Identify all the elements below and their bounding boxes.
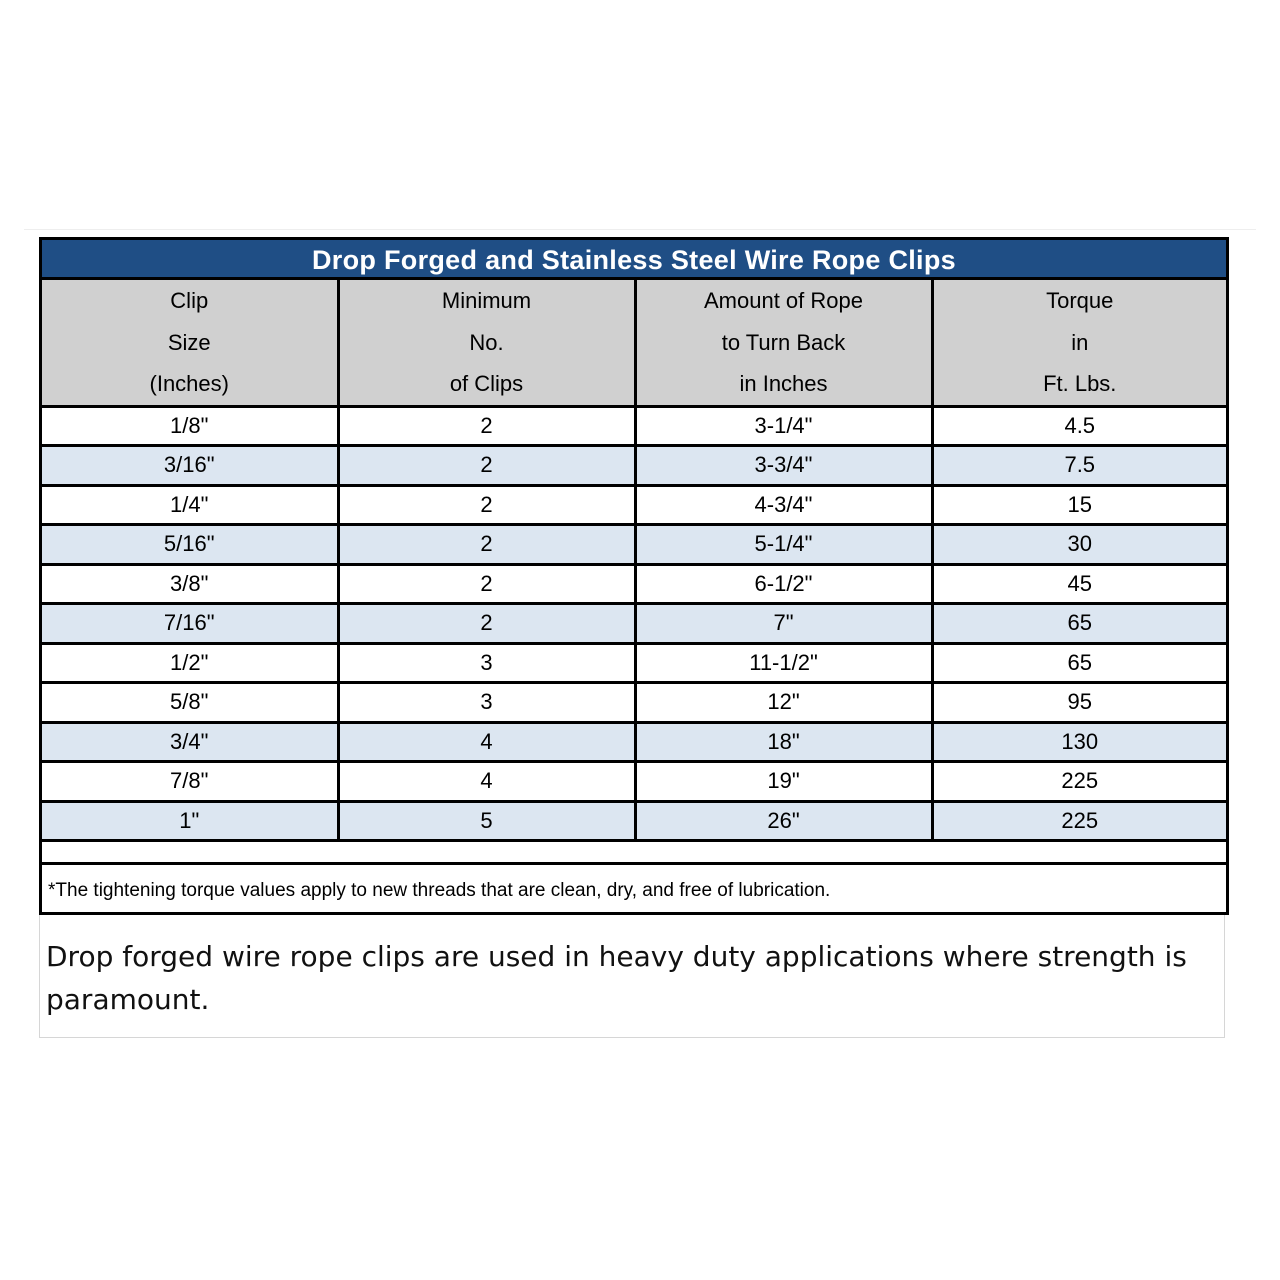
table-cell: 225 [930, 799, 1226, 842]
table-row: 5/16" 2 5-1/4" 30 [42, 523, 1226, 566]
table-cell: 4 [336, 720, 637, 763]
header-min-clips: Minimum No. of Clips [336, 280, 637, 408]
table-cell: 7" [633, 602, 934, 645]
table-cell: 4.5 [930, 404, 1226, 447]
table-cell: 5/16" [42, 523, 340, 566]
table-cell: 2 [336, 444, 637, 487]
table-cell: 12" [633, 681, 934, 724]
table-cell: 7/16" [42, 602, 340, 645]
table-cell: 130 [930, 720, 1226, 763]
table-cell: 5/8" [42, 681, 340, 724]
table-cell: 1" [42, 799, 340, 842]
table-row: 1" 5 26" 225 [42, 799, 1226, 842]
product-description: Drop forged wire rope clips are used in … [46, 940, 1187, 1016]
table-cell: 65 [930, 602, 1226, 645]
table-cell: 7/8" [42, 760, 340, 803]
table-cell: 30 [930, 523, 1226, 566]
table-cell: 225 [930, 760, 1226, 803]
table-cell: 65 [930, 641, 1226, 684]
top-divider [24, 229, 1256, 230]
table-cell: 19" [633, 760, 934, 803]
header-clip-size: Clip Size (Inches) [42, 280, 340, 408]
table-cell: 5 [336, 799, 637, 842]
table-cell: 11-1/2" [633, 641, 934, 684]
table-cell: 1/2" [42, 641, 340, 684]
header-torque: Torque in Ft. Lbs. [930, 280, 1226, 408]
table-cell: 1/8" [42, 404, 340, 447]
table-cell: 3 [336, 681, 637, 724]
table-cell: 5-1/4" [633, 523, 934, 566]
table-cell: 15 [930, 483, 1226, 526]
wire-rope-clip-table: Clip Size (Inches) Minimum No. of Clips … [42, 280, 1226, 842]
table-row: 3/4" 4 18" 130 [42, 720, 1226, 763]
table-cell: 95 [930, 681, 1226, 724]
table-title: Drop Forged and Stainless Steel Wire Rop… [42, 240, 1226, 280]
table-cell: 45 [930, 562, 1226, 605]
table-cell: 2 [336, 562, 637, 605]
table-row: 7/16" 2 7" 65 [42, 602, 1226, 645]
table-cell: 2 [336, 404, 637, 447]
header-row: Clip Size (Inches) Minimum No. of Clips … [42, 280, 1226, 408]
table-cell: 2 [336, 523, 637, 566]
table-row: 1/8" 2 3-1/4" 4.5 [42, 404, 1226, 447]
table-cell: 2 [336, 483, 637, 526]
table-cell: 3-1/4" [633, 404, 934, 447]
table-cell: 3-3/4" [633, 444, 934, 487]
spec-table-container: Drop Forged and Stainless Steel Wire Rop… [39, 237, 1229, 915]
table-row: 1/2" 3 11-1/2" 65 [42, 641, 1226, 684]
table-row: 1/4" 2 4-3/4" 15 [42, 483, 1226, 526]
table-cell: 3/4" [42, 720, 340, 763]
table-row: 3/8" 2 6-1/2" 45 [42, 562, 1226, 605]
table-cell: 6-1/2" [633, 562, 934, 605]
table-row: 3/16" 2 3-3/4" 7.5 [42, 444, 1226, 487]
table-row: 7/8" 4 19" 225 [42, 760, 1226, 803]
table-cell: 3 [336, 641, 637, 684]
table-cell: 26" [633, 799, 934, 842]
table-cell: 7.5 [930, 444, 1226, 487]
header-turn-back: Amount of Rope to Turn Back in Inches [633, 280, 934, 408]
table-cell: 18" [633, 720, 934, 763]
table-cell: 4-3/4" [633, 483, 934, 526]
table-cell: 3/8" [42, 562, 340, 605]
torque-footnote: *The tightening torque values apply to n… [42, 862, 1226, 912]
table-cell: 4 [336, 760, 637, 803]
table-cell: 2 [336, 602, 637, 645]
table-cell: 1/4" [42, 483, 340, 526]
table-cell: 3/16" [42, 444, 340, 487]
table-row: 5/8" 3 12" 95 [42, 681, 1226, 724]
